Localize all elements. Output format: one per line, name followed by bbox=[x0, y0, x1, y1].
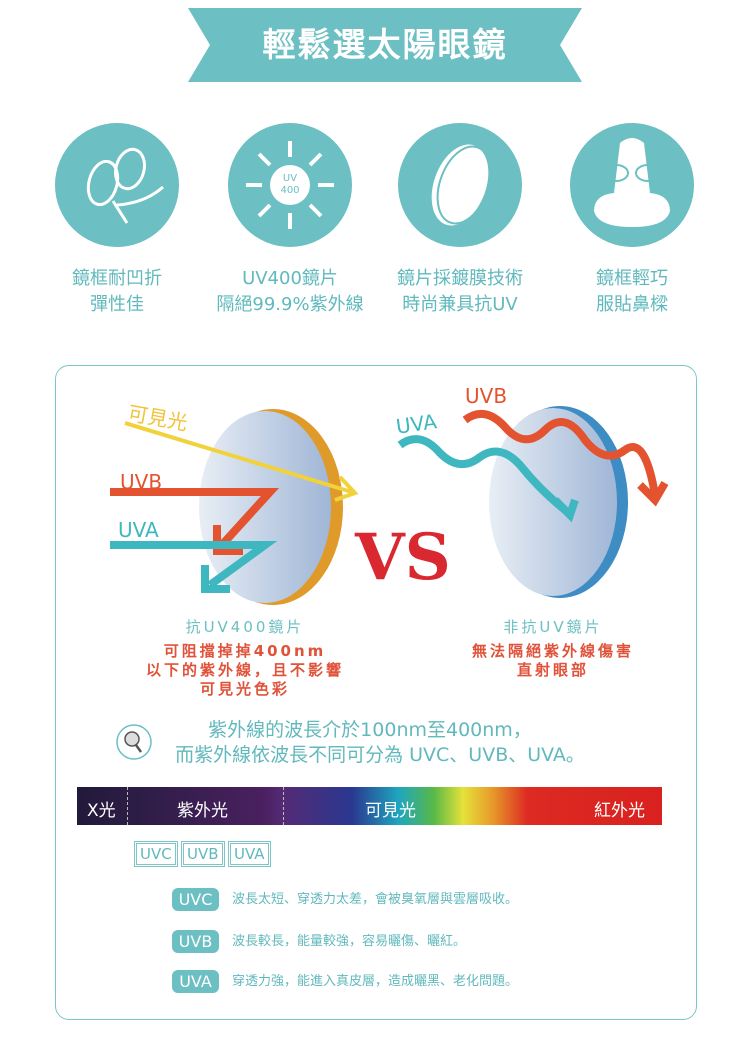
uv400-badge: UV 400 bbox=[280, 173, 300, 196]
spectrum-xray: X光 bbox=[87, 801, 116, 821]
uvb-label-right: UVB bbox=[465, 384, 508, 408]
uvb-arrow-left bbox=[110, 488, 280, 555]
nose-fit-icon bbox=[570, 123, 694, 247]
vs-label: VS bbox=[355, 520, 451, 595]
uv400-lens-title: 抗UV400鏡片 bbox=[185, 618, 305, 636]
info-line-1: 紫外線的波長介於100nm至400nm， bbox=[208, 719, 532, 741]
uva-description: 穿透力強，能進入真皮層，造成曬黑、老化問題。 bbox=[232, 974, 519, 989]
uva-arrow-left bbox=[110, 541, 278, 593]
comparison-panel bbox=[55, 365, 697, 1020]
feature-1-line1: 鏡框耐凹折 bbox=[72, 268, 162, 289]
page-title: 輕鬆選太陽眼鏡 bbox=[262, 25, 508, 64]
non-uv-desc-2: 直射眼部 bbox=[516, 661, 589, 679]
non-uv-lens-title: 非抗UV鏡片 bbox=[503, 618, 603, 636]
uvc-description: 波長太短、穿透力太差，會被臭氧層與雲層吸收。 bbox=[232, 892, 519, 907]
uvc-badge: UVC bbox=[172, 888, 219, 911]
feature-4-line2: 服貼鼻樑 bbox=[596, 294, 668, 315]
coated-lens-icon bbox=[398, 123, 522, 247]
uv-type-uvc: UVC bbox=[134, 841, 178, 867]
feature-2-line1: UV400鏡片 bbox=[242, 268, 338, 289]
lens-comparison-illustration bbox=[110, 406, 669, 605]
uv-type-uvb: UVB bbox=[181, 841, 225, 867]
feature-3-line1: 鏡片採鍍膜技術 bbox=[397, 268, 523, 289]
uv-type-uva: UVA bbox=[228, 841, 271, 867]
flexible-glasses-icon bbox=[55, 123, 179, 247]
uvb-label-left: UVB bbox=[120, 470, 163, 494]
spectrum-uv: 紫外光 bbox=[177, 801, 228, 821]
feature-3-line2: 時尚兼具抗UV bbox=[402, 294, 518, 315]
visible-light-arrow bbox=[124, 421, 359, 502]
info-line-2: 而紫外線依波長不同可分為 UVC、UVB、UVA。 bbox=[175, 744, 585, 766]
uv400-desc-2: 以下的紫外線，且不影響 bbox=[145, 661, 344, 679]
uva-arrow-right bbox=[397, 435, 579, 523]
spectrum-visible: 可見光 bbox=[365, 801, 416, 821]
feature-1-line2: 彈性佳 bbox=[90, 294, 144, 315]
uv400-desc-1: 可阻擋掉掉400nm bbox=[163, 642, 327, 660]
uva-label-left: UVA bbox=[118, 518, 159, 542]
feature-2-line2: 隔絕99.9%紫外線 bbox=[216, 294, 364, 315]
magnifier-icon bbox=[116, 724, 152, 760]
uva-badge: UVA bbox=[172, 970, 219, 993]
spectrum-infrared: 紅外光 bbox=[594, 801, 645, 821]
sun-uv400-icon: UV 400 bbox=[228, 123, 352, 247]
feature-4-line1: 鏡框輕巧 bbox=[596, 268, 668, 289]
non-uv-desc-1: 無法隔絕紫外線傷害 bbox=[471, 642, 634, 660]
light-spectrum-bar: X光 紫外光 可見光 紅外光 bbox=[77, 787, 662, 825]
uv400-desc-3: 可見光色彩 bbox=[199, 680, 290, 698]
title-banner bbox=[188, 8, 582, 82]
uvb-arrow-right bbox=[462, 409, 669, 507]
uvb-badge: UVB bbox=[172, 930, 219, 953]
uvb-description: 波長較長，能量較強，容易曬傷、曬紅。 bbox=[232, 934, 467, 949]
